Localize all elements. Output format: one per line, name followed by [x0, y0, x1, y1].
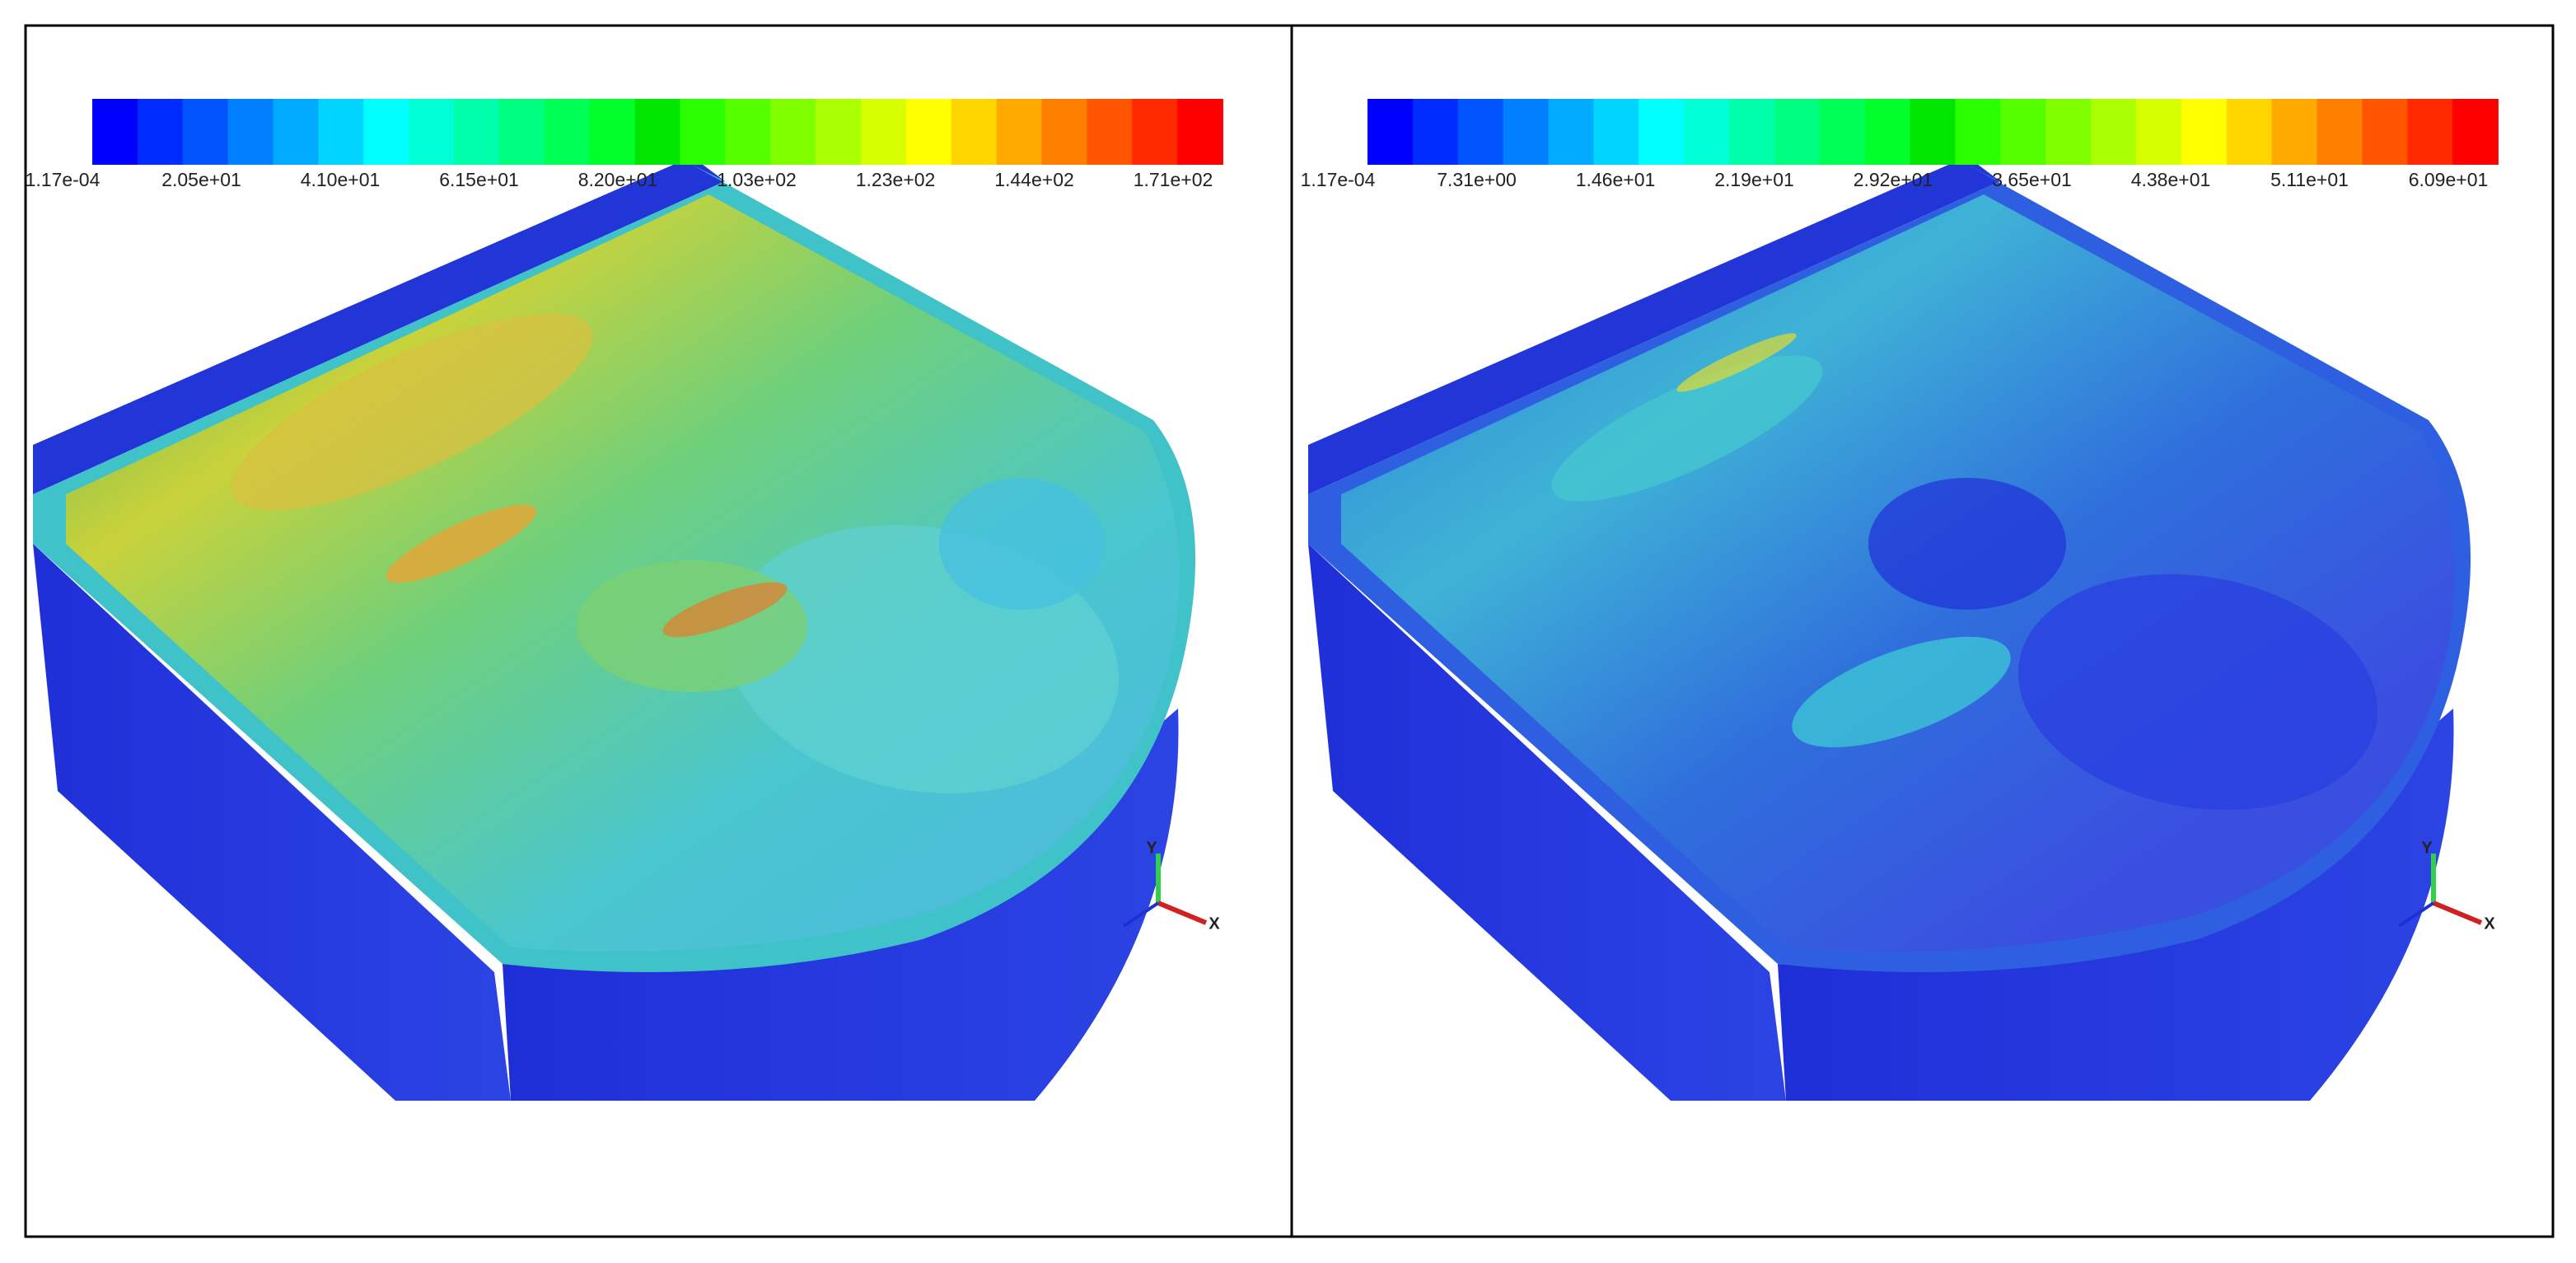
- colorbar-swatch: [363, 99, 410, 165]
- colorbar-label: 6.15e+01: [439, 169, 519, 190]
- triad-label-y: Y: [2421, 839, 2433, 857]
- triad-label-y: Y: [1146, 839, 1157, 857]
- panel: 1.17e-04 7.31e+00 1.46e+01 2.19e+01 2.92e+01…: [1301, 99, 2499, 1101]
- colorbar-label: 7.31e+00: [1437, 169, 1517, 190]
- colorbar-label: 1.23e+02: [856, 169, 936, 190]
- colorbar-swatch: [498, 99, 545, 165]
- colorbar-label: 1.44e+02: [994, 169, 1074, 190]
- triad-z: [2397, 901, 2435, 928]
- body-side: [1308, 544, 1786, 1101]
- triad-x: [2432, 900, 2483, 925]
- colorbar-label: 3.65e+01: [1992, 169, 2072, 190]
- colorbar-swatch: [1729, 99, 1775, 165]
- colorbar-swatch: [725, 99, 772, 165]
- colorbar-swatch: [1639, 99, 1685, 165]
- colorbar-swatch: [2135, 99, 2182, 165]
- contour-patch: [1868, 478, 2066, 610]
- colorbar-swatch: [770, 99, 816, 165]
- colorbar-swatch: [1087, 99, 1134, 165]
- colorbar-swatch: [1819, 99, 1866, 165]
- colorbar-swatch: [182, 99, 229, 165]
- colorbar-swatch: [1503, 99, 1550, 165]
- colorbar-swatch: [1412, 99, 1459, 165]
- contour-patch: [386, 504, 537, 583]
- colorbar-label: 5.11e+01: [2270, 169, 2349, 190]
- body-back: [33, 157, 725, 494]
- contour-patch: [231, 313, 593, 511]
- colorbar-label: 1.71e+02: [1134, 169, 1213, 190]
- colorbar-swatch: [1367, 99, 1414, 165]
- colorbar-swatch: [680, 99, 727, 165]
- panel: 1.17e-04 2.05e+01 4.10e+01 6.15e+01 8.20e+01…: [26, 99, 1223, 1101]
- colorbar-swatch: [2181, 99, 2228, 165]
- colorbar-swatch: [996, 99, 1043, 165]
- triad-label-x: X: [2484, 915, 2495, 933]
- colorbar-swatch: [1955, 99, 2002, 165]
- colorbar-swatch: [273, 99, 320, 165]
- colorbar-swatch: [2317, 99, 2363, 165]
- colorbar-swatch: [1774, 99, 1821, 165]
- body-front: [503, 709, 1179, 1101]
- colorbar-swatch: [1457, 99, 1504, 165]
- colorbar-swatch: [2045, 99, 2092, 165]
- colorbar-swatch: [2362, 99, 2409, 165]
- panels: 1.17e-04 2.05e+01 4.10e+01 6.15e+01 8.20e+01…: [26, 99, 2499, 1101]
- contour-patch: [1792, 636, 2011, 748]
- colorbar-swatch: [860, 99, 907, 165]
- frame: [24, 24, 2555, 1238]
- colorbar-swatch: [1041, 99, 1088, 165]
- colorbar-swatch: [1177, 99, 1223, 165]
- colorbar-swatch: [1548, 99, 1595, 165]
- contour-patch: [2017, 573, 2378, 811]
- colorbar-swatch: [1910, 99, 1957, 165]
- colorbar-swatch: [318, 99, 365, 165]
- contour-patch: [939, 478, 1104, 610]
- colorbar-swatch: [409, 99, 455, 165]
- contour-patch: [1551, 355, 1823, 502]
- colorbar-label: 1.17e-04: [26, 169, 101, 190]
- colorbar-label: 1.46e+01: [1576, 169, 1656, 190]
- colorbar-swatch: [454, 99, 500, 165]
- colorbar-label: 4.10e+01: [301, 169, 381, 190]
- colorbar-label: 1.17e-04: [1301, 169, 1376, 190]
- contour-patch: [662, 582, 788, 638]
- colorbar-label: 2.05e+01: [161, 169, 241, 190]
- colorbar-swatch: [92, 99, 138, 165]
- colorbar-label: 2.92e+01: [1854, 169, 1933, 190]
- colorbar-label: 6.09e+01: [2409, 169, 2489, 190]
- triad-z: [1122, 901, 1160, 928]
- colorbar-swatch: [816, 99, 862, 165]
- colorbar-swatch: [2091, 99, 2137, 165]
- colorbar-swatch: [544, 99, 591, 165]
- colorbar-label: 1.03e+02: [717, 169, 797, 190]
- triad-x: [1157, 900, 1208, 925]
- colorbar-swatch: [2452, 99, 2499, 165]
- colorbar-label: 4.38e+01: [2131, 169, 2211, 190]
- body-front: [1778, 709, 2454, 1101]
- colorbar-swatch: [634, 99, 681, 165]
- colorbar-swatch: [2226, 99, 2273, 165]
- colorbar-swatch: [905, 99, 952, 165]
- colorbar-swatch: [589, 99, 636, 165]
- body-side: [33, 544, 511, 1101]
- colorbar-swatch: [1132, 99, 1179, 165]
- colorbar-swatch: [1864, 99, 1911, 165]
- colorbar-swatch: [227, 99, 274, 165]
- triad-label-x: X: [1209, 915, 1220, 933]
- colorbar-label: 2.19e+01: [1714, 169, 1794, 190]
- colorbar-label: 8.20e+01: [578, 169, 658, 190]
- colorbar-swatch: [137, 99, 184, 165]
- colorbar-swatch: [1593, 99, 1640, 165]
- colorbar-swatch: [2000, 99, 2047, 165]
- colorbar-swatch: [2271, 99, 2318, 165]
- contour-patch: [1676, 333, 1797, 392]
- body-back: [1308, 157, 2000, 494]
- colorbar-swatch: [951, 99, 998, 165]
- colorbar-swatch: [1684, 99, 1730, 165]
- colorbar-swatch: [2407, 99, 2454, 165]
